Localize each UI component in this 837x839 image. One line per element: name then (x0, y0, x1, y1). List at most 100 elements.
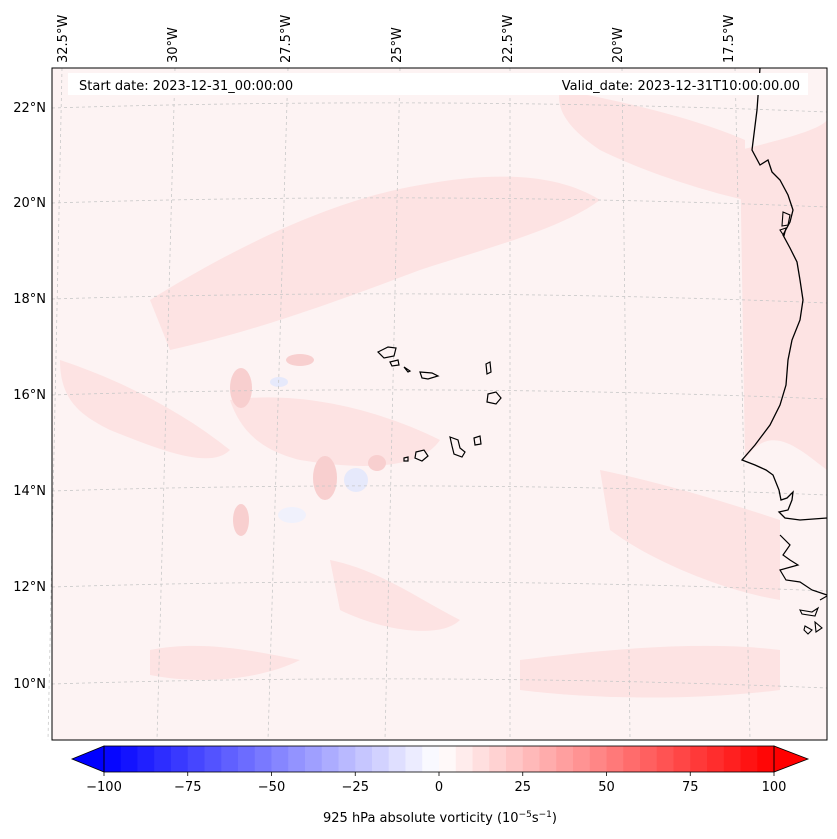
coastline-africa-south (779, 534, 828, 596)
colorbar-cell (522, 746, 541, 772)
colorbar-cell (154, 746, 172, 772)
colorbar-cell (422, 746, 440, 772)
colorbar-cell (321, 746, 340, 772)
gridline-meridian (621, 67, 631, 741)
lon-label: 32.5°W (56, 15, 71, 63)
lat-label: 22°N (13, 101, 46, 116)
lat-label: 10°N (13, 677, 46, 692)
lon-label: 22.5°W (501, 15, 516, 63)
vorticity-core (368, 455, 386, 471)
vorticity-core (313, 456, 337, 500)
cape-verde-islands (376, 346, 502, 462)
colorbar-extend-min (70, 745, 105, 773)
island-brava (403, 456, 409, 462)
colorbar-cell (573, 746, 591, 772)
gridline-meridian (267, 67, 289, 741)
colorbar-cell (372, 746, 390, 772)
lon-label: 25°W (390, 27, 405, 63)
lon-label: 20°W (611, 27, 626, 63)
island-boa-vista (486, 391, 502, 405)
coastline-dakar-islands (779, 211, 791, 238)
vorticity-band (600, 470, 780, 600)
colorbar-cell (238, 746, 256, 772)
longitude-labels: 32.5°W 30°W 27.5°W 25°W 22.5°W 20°W 17.5… (56, 15, 737, 63)
island-santiago (449, 436, 466, 458)
colorbar-tick-label: 0 (435, 780, 443, 795)
lon-label: 17.5°W (722, 15, 737, 63)
colorbar-tick-label: 25 (514, 780, 531, 795)
gridline-meridian (156, 67, 176, 741)
colorbar-tick-label: −50 (258, 780, 285, 795)
lat-label: 18°N (13, 292, 46, 307)
gridline-parallel (51, 197, 828, 208)
colorbar-cell (539, 746, 557, 772)
colorbar-tick-label: 100 (762, 780, 787, 795)
map-frame (51, 67, 828, 741)
colorbar-tick-label: 50 (598, 780, 615, 795)
colorbar-cell (137, 746, 155, 772)
vorticity-band (520, 645, 780, 698)
lat-label: 14°N (13, 484, 46, 499)
valid-date-label: Valid_date: 2023-12-31T10:00:00.00 (562, 79, 800, 94)
island-santo-antao (376, 346, 397, 359)
colorbar-cell (506, 746, 524, 772)
colorbar-cell (288, 746, 306, 772)
colorbar-cell (656, 746, 675, 772)
gridlines (47, 67, 828, 741)
colorbar-cell (171, 746, 189, 772)
colorbar-cell (221, 746, 239, 772)
colorbar-cell (589, 746, 608, 772)
colorbar-cell (305, 746, 323, 772)
colorbar-cell (388, 746, 407, 772)
coastline-africa (740, 67, 828, 521)
colorbar-cell (606, 746, 624, 772)
colorbar-cells (104, 746, 775, 772)
vorticity-band (60, 360, 230, 459)
gridline-meridian (384, 67, 401, 741)
gridline-meridian (47, 67, 63, 741)
vorticity-core (286, 354, 314, 366)
vorticity-core (230, 368, 252, 408)
colorbar-cell (673, 746, 691, 772)
colorbar-cell (740, 746, 758, 772)
vorticity-band (150, 176, 600, 350)
colorbar-tick-label: −100 (86, 780, 122, 795)
header-strip (68, 73, 808, 95)
gridline-parallel (51, 581, 828, 592)
colorbar-cell (120, 746, 139, 772)
island-maio (473, 435, 482, 446)
lat-label: 20°N (13, 196, 46, 211)
colorbar-cell (723, 746, 742, 772)
lon-label: 27.5°W (279, 15, 294, 63)
colorbar-label-main: 925 hPa absolute vorticity (10 (323, 811, 519, 826)
colorbar-cell (556, 746, 574, 772)
colorbar-cell (204, 746, 222, 772)
colorbar-cell (338, 746, 356, 772)
colorbar-label: 925 hPa absolute vorticity (10−5s−1) (323, 810, 557, 826)
vorticity-core (344, 468, 368, 492)
colorbar-cell (355, 746, 373, 772)
colorbar-cell (757, 746, 775, 772)
colorbar-cell (623, 746, 641, 772)
gridline-parallel (51, 389, 828, 400)
colorbar-cell (439, 746, 457, 772)
colorbar-cell (707, 746, 725, 772)
colorbar-cell (472, 746, 490, 772)
colorbar-cell (254, 746, 273, 772)
vorticity-band (740, 120, 827, 470)
colorbar-label-exp2: −1 (539, 810, 552, 820)
colorbar-cell (640, 746, 658, 772)
island-sal (485, 361, 492, 375)
positive-vorticity-contours (60, 90, 827, 698)
colorbar-label-mid: s (532, 811, 539, 826)
colorbar-tick-label: 75 (682, 780, 699, 795)
vorticity-band (559, 90, 745, 200)
start-date-label: Start date: 2023-12-31_00:00:00 (79, 79, 293, 94)
vorticity-band (230, 397, 440, 466)
vorticity-band (330, 560, 460, 631)
gridline-parallel (51, 102, 828, 113)
colorbar-ticks: −100 −75 −50 −25 0 25 50 75 100 (86, 772, 786, 795)
vorticity-core (278, 507, 306, 523)
colorbar-cell (690, 746, 708, 772)
